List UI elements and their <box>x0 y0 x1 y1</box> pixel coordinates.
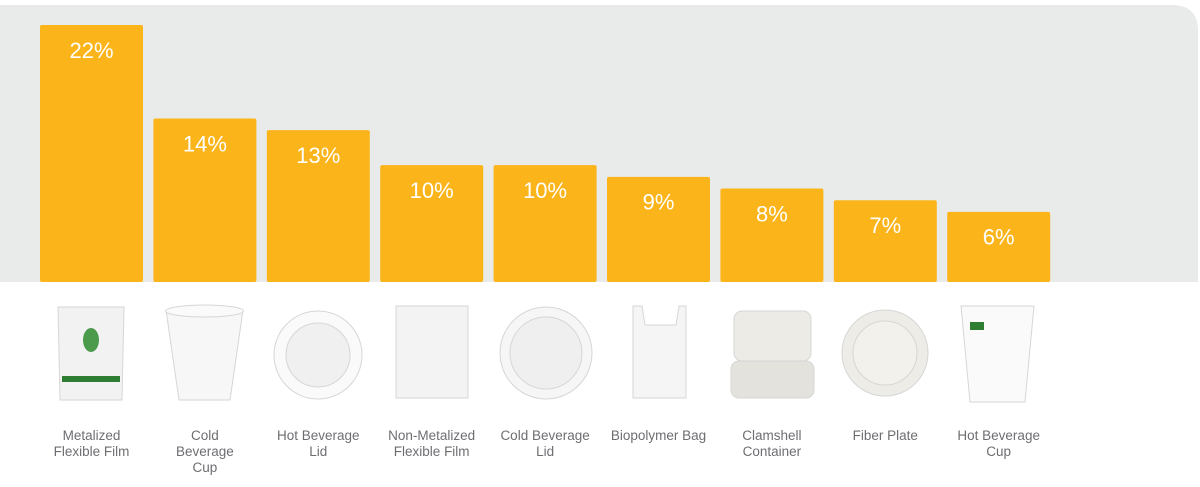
product-images <box>57 304 1035 403</box>
product-logo <box>970 322 984 330</box>
product-image <box>165 304 244 318</box>
category-label: Biopolymer Bag <box>610 428 707 443</box>
product-image <box>57 306 125 401</box>
product-image <box>730 360 815 399</box>
product-image <box>165 309 244 401</box>
category-label: Cold Beverage Cup <box>175 428 234 475</box>
product-image <box>509 316 583 390</box>
bar <box>947 211 1051 282</box>
bar <box>266 130 370 282</box>
category-label: Cold Beverage Lid <box>500 428 590 459</box>
product-image <box>395 305 469 399</box>
category-label: Fiber Plate <box>852 428 918 443</box>
value-label: 14% <box>183 131 227 156</box>
value-label: 13% <box>296 143 340 168</box>
value-label: 6% <box>983 225 1015 250</box>
bar <box>607 176 710 282</box>
bar <box>493 165 597 282</box>
product-leaf <box>83 328 99 352</box>
product-image <box>960 305 1035 403</box>
bar <box>153 118 257 282</box>
category-label: Metalized Flexible Film <box>53 428 130 459</box>
product-image <box>852 320 918 386</box>
category-label: Hot Beverage Lid <box>277 428 360 459</box>
value-label: 22% <box>69 38 113 63</box>
bar <box>40 25 143 282</box>
value-label: 9% <box>643 190 675 215</box>
value-label: 10% <box>523 178 567 203</box>
product-image <box>733 310 812 362</box>
value-label: 7% <box>869 213 901 238</box>
category-label: Hot Beverage Cup <box>957 428 1040 459</box>
category-label: Non-Metalized Flexible Film <box>388 428 476 459</box>
product-image <box>285 322 351 388</box>
value-label: 10% <box>410 178 454 203</box>
bar <box>380 165 484 282</box>
value-label: 8% <box>756 201 788 226</box>
product-band <box>62 376 120 382</box>
bar <box>833 200 937 282</box>
product-image <box>632 305 687 399</box>
category-label: Clamshell Container <box>742 428 802 459</box>
bar <box>720 188 824 282</box>
